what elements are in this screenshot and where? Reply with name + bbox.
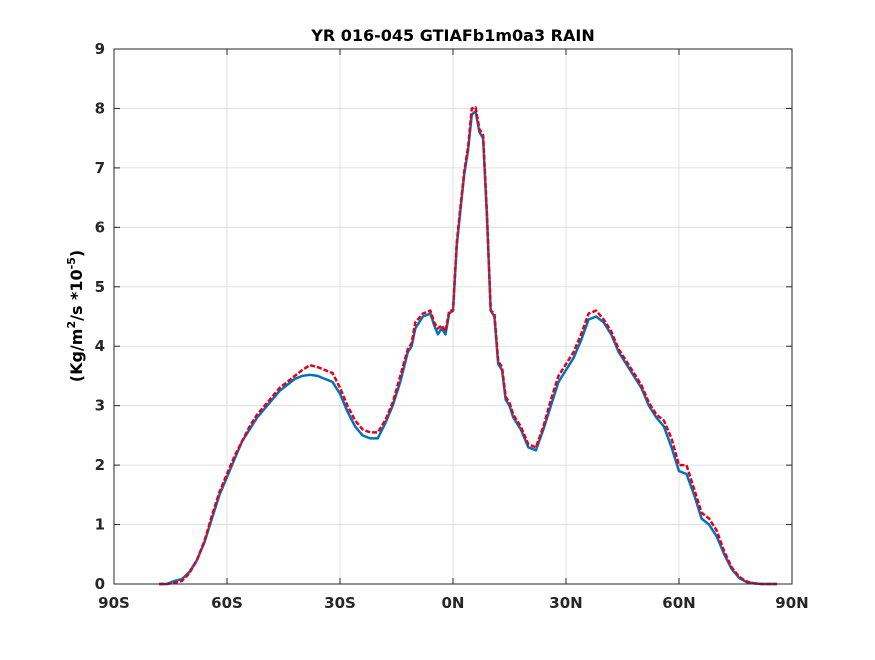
y-tick-label: 1 — [95, 516, 105, 534]
y-tick-label: 5 — [95, 278, 105, 296]
y-tick-label: 4 — [95, 337, 105, 355]
y-tick-label: 9 — [95, 40, 105, 58]
x-tick-label: 30S — [324, 594, 356, 612]
y-axis-label: (Kg/m2/s *10-5) — [65, 250, 86, 382]
x-tick-label: 90N — [775, 594, 808, 612]
x-axis: 90S 60S 30S 0N 30N 60N 90N — [98, 49, 809, 612]
y-tick-label: 7 — [95, 159, 105, 177]
x-tick-label: 90S — [98, 594, 130, 612]
y-tick-label: 0 — [95, 575, 105, 593]
y-tick-label: 3 — [95, 397, 105, 415]
y-tick-label: 6 — [95, 218, 105, 236]
y-tick-label: 2 — [95, 456, 105, 474]
x-tick-label: 60S — [211, 594, 243, 612]
y-axis: 0 1 2 3 4 5 6 7 8 9 — [95, 40, 792, 593]
y-tick-label: 8 — [95, 99, 105, 117]
series-group — [159, 106, 777, 586]
x-tick-label: 0N — [442, 594, 465, 612]
series-line-2 — [159, 106, 777, 586]
x-tick-label: 30N — [549, 594, 582, 612]
chart-title: YR 016-045 GTIAFb1m0a3 RAIN — [310, 26, 594, 45]
x-tick-label: 60N — [662, 594, 695, 612]
